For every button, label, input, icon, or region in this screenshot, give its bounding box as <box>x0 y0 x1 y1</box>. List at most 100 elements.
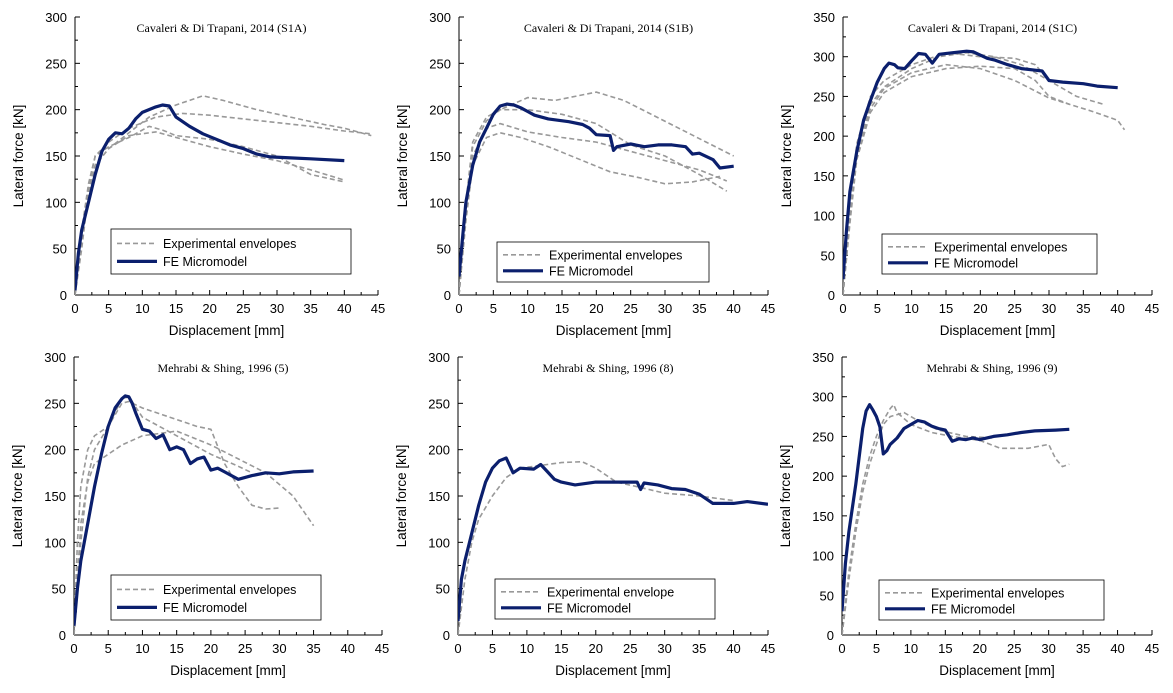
y-tick-label: 0 <box>827 628 834 643</box>
experimental-series-line-3 <box>75 125 345 295</box>
x-tick-label: 20 <box>202 301 216 316</box>
x-axis-label: Displacement [mm] <box>169 323 285 338</box>
y-tick-label: 300 <box>812 390 834 405</box>
x-axis-label: Displacement [mm] <box>556 323 672 338</box>
x-tick-label: 35 <box>306 641 320 656</box>
legend-fe-label: FE Micromodel <box>931 602 1015 616</box>
legend-experimental-label: Experimental envelope <box>547 585 674 599</box>
x-tick-label: 25 <box>1007 641 1021 656</box>
x-tick-label: 20 <box>589 301 603 316</box>
y-tick-label: 250 <box>812 429 834 444</box>
experimental-series-line-1 <box>75 131 345 295</box>
chart-panel-1: 0 5 10 15 20 25 30 35 40 45 0 50 100 150 200 250 300 Disp… <box>11 10 385 338</box>
legend-experimental-label: Experimental envelopes <box>163 237 296 251</box>
x-tick-label: 30 <box>272 641 286 656</box>
x-axis-label: Displacement [mm] <box>170 663 286 678</box>
chart-title: Mehrabi & Shing, 1996 (5) <box>158 361 289 375</box>
x-tick-label: 25 <box>236 301 250 316</box>
x-tick-label: 35 <box>1076 301 1090 316</box>
y-tick-label: 150 <box>429 149 451 164</box>
x-tick-label: 0 <box>838 641 845 656</box>
x-tick-label: 10 <box>135 641 149 656</box>
chart-panel-3: 0 5 10 15 20 25 30 35 40 45 0 50 100 150 200 250 300 350 D… <box>779 10 1159 338</box>
y-tick-label: 150 <box>45 149 67 164</box>
y-axis-label: Lateral force [kN] <box>395 105 410 208</box>
experimental-series-line-2 <box>74 430 315 635</box>
legend: Experimental envelopes FE Micromodel <box>878 579 1105 621</box>
x-tick-label: 15 <box>938 641 952 656</box>
x-tick-label: 10 <box>520 641 534 656</box>
x-tick-label: 0 <box>455 301 462 316</box>
y-tick-label: 200 <box>429 103 451 118</box>
x-tick-label: 0 <box>454 641 461 656</box>
legend-box <box>110 574 322 621</box>
y-tick-label: 300 <box>45 10 67 25</box>
x-tick-label: 10 <box>904 301 918 316</box>
x-tick-label: 40 <box>1110 641 1124 656</box>
x-tick-label: 25 <box>238 641 252 656</box>
y-axis-label: Lateral force [kN] <box>10 445 25 548</box>
legend: Experimental envelopes FE Micromodel <box>110 228 352 275</box>
y-tick-label: 250 <box>45 56 67 71</box>
x-tick-label: 5 <box>490 301 497 316</box>
legend-box <box>881 233 1098 275</box>
experimental-series-line-1 <box>843 65 1126 295</box>
fe-micromodel-series-line <box>458 456 768 622</box>
x-tick-label: 20 <box>973 641 987 656</box>
x-tick-label: 5 <box>873 641 880 656</box>
x-tick-label: 45 <box>1145 641 1159 656</box>
y-tick-label: 250 <box>44 396 66 411</box>
experimental-series-line-4 <box>843 63 1070 295</box>
experimental-series-line-1 <box>74 400 280 635</box>
y-tick-label: 0 <box>443 628 450 643</box>
y-tick-label: 300 <box>429 10 451 25</box>
experimental-series-line-4 <box>459 91 735 295</box>
y-tick-label: 350 <box>813 10 835 25</box>
experimental-series-line-4 <box>75 94 372 295</box>
y-tick-label: 0 <box>60 288 67 303</box>
legend-box <box>494 578 716 620</box>
chart-title: Cavaleri & Di Trapani, 2014 (S1B) <box>524 21 693 35</box>
x-tick-label: 10 <box>520 301 534 316</box>
y-tick-label: 50 <box>53 242 67 257</box>
legend: Experimental envelopes FE Micromodel <box>496 241 710 283</box>
y-axis-label: Lateral force [kN] <box>394 445 409 548</box>
experimental-series-line-1 <box>842 403 1070 635</box>
y-tick-label: 250 <box>813 89 835 104</box>
y-tick-label: 150 <box>44 489 66 504</box>
legend-fe-label: FE Micromodel <box>163 601 247 615</box>
y-tick-label: 100 <box>44 535 66 550</box>
y-tick-label: 300 <box>428 350 450 365</box>
y-tick-label: 50 <box>437 242 451 257</box>
x-tick-label: 25 <box>1007 301 1021 316</box>
fe-micromodel-series-line <box>842 403 1070 612</box>
x-tick-label: 30 <box>657 641 671 656</box>
fe-micromodel-series-line <box>74 394 314 626</box>
x-tick-label: 25 <box>623 641 637 656</box>
x-tick-label: 45 <box>761 301 775 316</box>
x-tick-label: 5 <box>489 641 496 656</box>
y-tick-label: 0 <box>59 628 66 643</box>
chart-panel-5: 0 5 10 15 20 25 30 35 40 45 0 50 100 150 200 250 300 Disp… <box>394 350 775 678</box>
x-tick-label: 10 <box>904 641 918 656</box>
x-tick-label: 0 <box>70 641 77 656</box>
chart-title: Cavaleri & Di Trapani, 2014 (S1A) <box>137 21 307 35</box>
y-tick-label: 200 <box>428 443 450 458</box>
x-tick-label: 35 <box>692 301 706 316</box>
x-tick-label: 20 <box>204 641 218 656</box>
fe-micromodel-series-line <box>459 102 734 277</box>
y-tick-label: 0 <box>444 288 451 303</box>
x-tick-label: 30 <box>1041 641 1055 656</box>
x-tick-label: 20 <box>589 641 603 656</box>
y-tick-label: 100 <box>428 535 450 550</box>
y-axis-label: Lateral force [kN] <box>11 105 26 208</box>
y-tick-label: 100 <box>45 195 67 210</box>
y-tick-label: 150 <box>813 169 835 184</box>
experimental-series-line-2 <box>842 411 994 635</box>
chart-title: Cavaleri & Di Trapani, 2014 (S1C) <box>908 21 1077 35</box>
chart-panel-6: 0 5 10 15 20 25 30 35 40 45 0 50 100 150 200 250 300 350 D… <box>778 350 1159 678</box>
x-tick-label: 45 <box>1145 301 1159 316</box>
x-tick-label: 35 <box>1076 641 1090 656</box>
legend: Experimental envelopes FE Micromodel <box>110 574 322 621</box>
